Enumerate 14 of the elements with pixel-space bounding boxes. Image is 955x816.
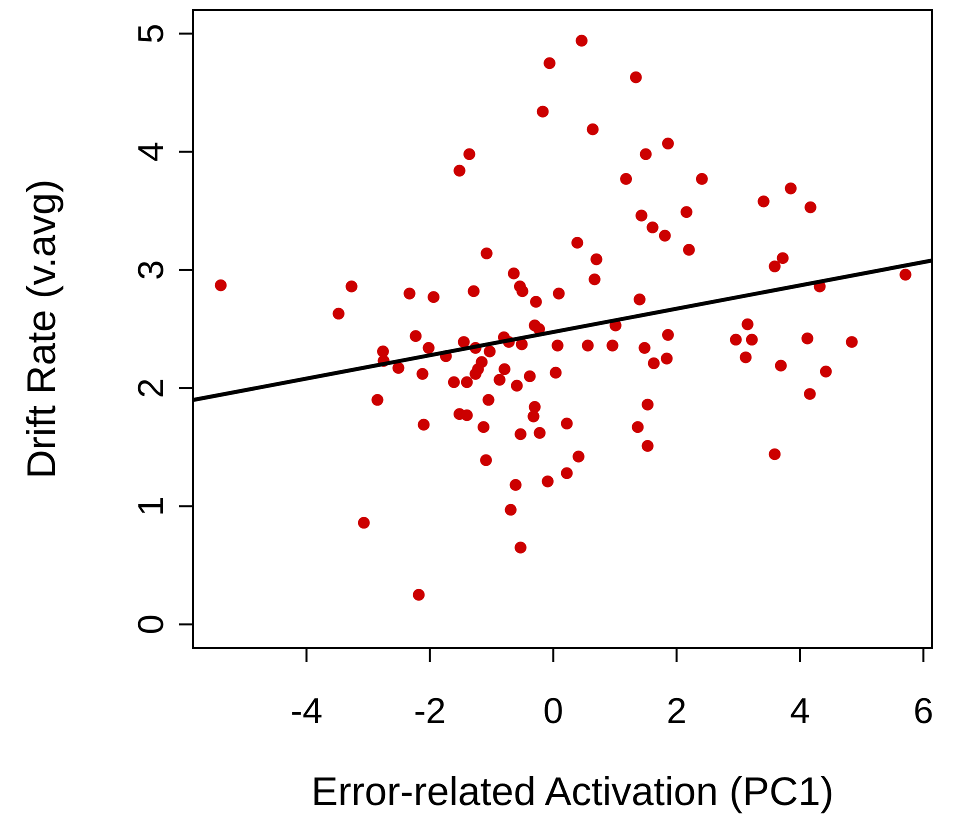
x-tick-label: 4 [790,690,810,731]
x-tick-label: -2 [414,690,446,731]
x-tick-label: 2 [666,690,687,731]
y-tick-label: 0 [130,614,171,634]
y-tick-label: 5 [130,24,171,44]
x-axis-title: Error-related Activation (PC1) [311,770,834,814]
y-axis-title: Drift Rate (v.avg) [20,179,64,479]
y-tick-label: 4 [130,142,171,162]
y-tick-label: 1 [130,496,171,516]
x-tick-label: 0 [543,690,564,731]
x-tick-label: -4 [290,690,323,731]
y-tick-label: 3 [130,260,171,280]
x-tick-label: 6 [913,690,934,731]
y-tick-label: 2 [130,378,171,398]
